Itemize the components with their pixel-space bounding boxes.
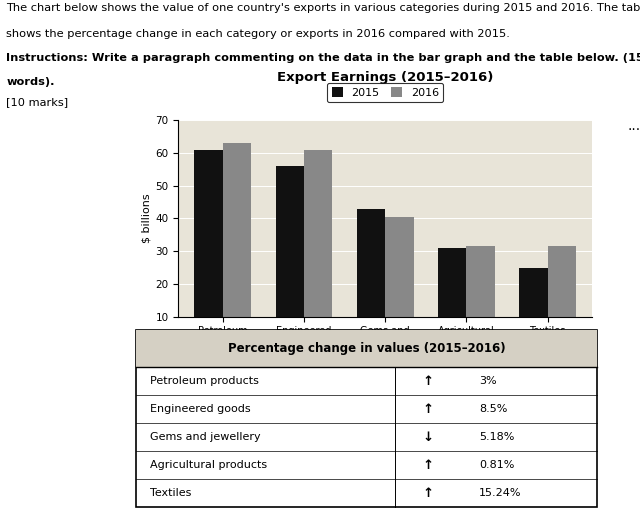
Text: 3%: 3% (479, 376, 497, 386)
Bar (223, 143, 252, 349)
Text: Gems and jewellery: Gems and jewellery (150, 432, 260, 442)
Bar (467, 246, 495, 349)
Text: ↑: ↑ (422, 375, 433, 388)
Text: 8.5%: 8.5% (479, 404, 508, 414)
X-axis label: Product Category: Product Category (327, 352, 444, 365)
Text: shows the percentage change in each category or exports in 2016 compared with 20: shows the percentage change in each cate… (6, 29, 510, 39)
Text: Agricultural products: Agricultural products (150, 460, 267, 470)
Bar (385, 217, 413, 349)
Text: [10 marks]: [10 marks] (6, 97, 68, 108)
Text: 0.81%: 0.81% (479, 460, 515, 470)
Bar (438, 248, 467, 349)
Text: The chart below shows the value of one country's exports in various categories d: The chart below shows the value of one c… (6, 3, 640, 12)
FancyBboxPatch shape (136, 330, 597, 367)
Text: ↑: ↑ (422, 487, 433, 500)
Text: Engineered goods: Engineered goods (150, 404, 251, 414)
Text: Instructions: Write a paragraph commenting on the data in the bar graph and the : Instructions: Write a paragraph commenti… (6, 53, 640, 63)
Text: ...: ... (627, 119, 640, 133)
Text: 5.18%: 5.18% (479, 432, 515, 442)
Text: Petroleum products: Petroleum products (150, 376, 259, 386)
Bar (519, 268, 548, 349)
Bar (304, 150, 332, 349)
Text: Textiles: Textiles (150, 489, 191, 498)
Text: ↓: ↓ (422, 431, 433, 444)
Text: 15.24%: 15.24% (479, 489, 522, 498)
Y-axis label: $ billions: $ billions (141, 194, 151, 244)
Text: Percentage change in values (2015–2016): Percentage change in values (2015–2016) (228, 342, 505, 355)
Bar (357, 209, 385, 349)
Title: Export Earnings (2015–2016): Export Earnings (2015–2016) (277, 71, 493, 84)
Bar (276, 166, 304, 349)
Legend: 2015, 2016: 2015, 2016 (327, 83, 444, 102)
Text: words).: words). (6, 77, 55, 87)
Bar (548, 246, 576, 349)
FancyBboxPatch shape (136, 330, 597, 507)
Bar (195, 150, 223, 349)
Text: ↑: ↑ (422, 403, 433, 416)
Text: ↑: ↑ (422, 459, 433, 472)
